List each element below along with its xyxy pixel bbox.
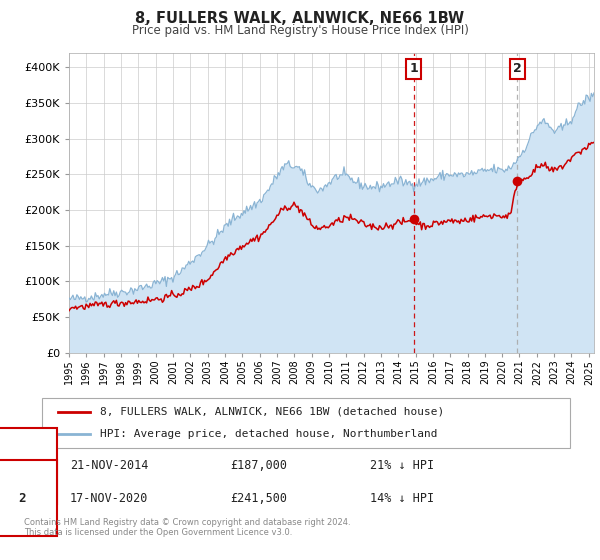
FancyBboxPatch shape [42, 398, 570, 448]
Text: 8, FULLERS WALK, ALNWICK, NE66 1BW (detached house): 8, FULLERS WALK, ALNWICK, NE66 1BW (deta… [100, 407, 445, 417]
Text: HPI: Average price, detached house, Northumberland: HPI: Average price, detached house, Nort… [100, 429, 437, 439]
Text: 17-NOV-2020: 17-NOV-2020 [70, 492, 148, 505]
Text: 1: 1 [18, 459, 26, 473]
Text: 2: 2 [513, 62, 522, 76]
Text: 14% ↓ HPI: 14% ↓ HPI [370, 492, 434, 505]
Text: 1: 1 [409, 62, 418, 76]
Text: Price paid vs. HM Land Registry's House Price Index (HPI): Price paid vs. HM Land Registry's House … [131, 24, 469, 36]
Text: 21-NOV-2014: 21-NOV-2014 [70, 459, 148, 473]
Text: 8, FULLERS WALK, ALNWICK, NE66 1BW: 8, FULLERS WALK, ALNWICK, NE66 1BW [136, 11, 464, 26]
Text: 21% ↓ HPI: 21% ↓ HPI [370, 459, 434, 473]
Text: Contains HM Land Registry data © Crown copyright and database right 2024.
This d: Contains HM Land Registry data © Crown c… [24, 518, 350, 538]
Text: £241,500: £241,500 [230, 492, 287, 505]
Text: 2: 2 [18, 492, 26, 505]
Text: £187,000: £187,000 [230, 459, 287, 473]
